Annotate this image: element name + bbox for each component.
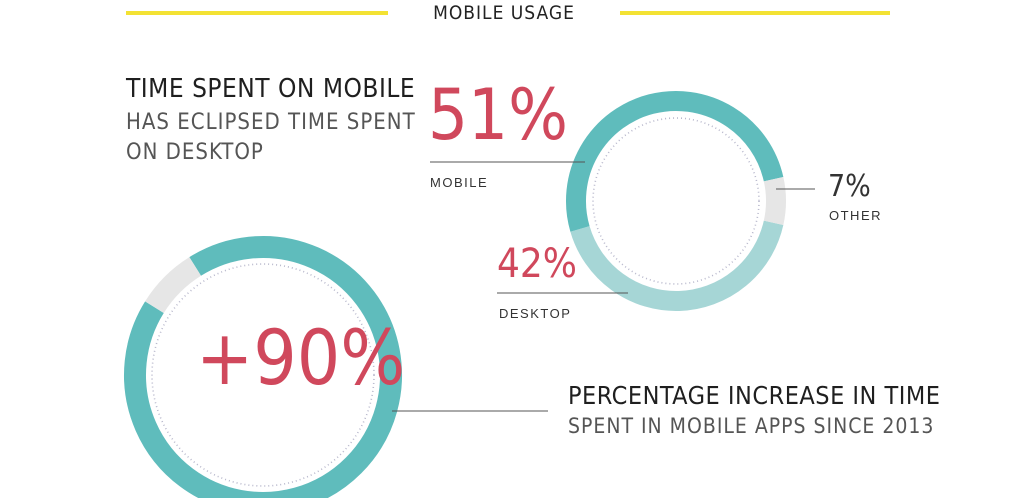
mobile-category-label: MOBILE	[430, 175, 489, 190]
increase-subtitle: SPENT IN MOBILE APPS SINCE 2013	[568, 414, 935, 438]
increase-donut-inner-dots	[151, 263, 375, 487]
increase-ring-remainder	[145, 257, 202, 314]
desktop-category-label: DESKTOP	[499, 306, 572, 321]
other-slice	[763, 177, 786, 225]
desktop-slice	[570, 220, 784, 311]
mobile-donut-inner-dots	[592, 117, 760, 285]
increase-heading: PERCENTAGE INCREASE IN TIME	[568, 381, 941, 410]
page-title: MOBILE USAGE	[433, 2, 575, 24]
other-percent-label: 7%	[828, 169, 871, 204]
desktop-percent-label: 42%	[497, 241, 577, 287]
mobile-slice	[566, 91, 784, 232]
mobile-percent-label: 51%	[428, 74, 568, 156]
increase-percent-label: +90%	[196, 313, 406, 402]
header-rule-left	[126, 11, 388, 15]
header-rule-right	[620, 11, 890, 15]
time-spent-subtitle-line2: ON DESKTOP	[126, 140, 264, 165]
time-spent-subtitle-line1: HAS ECLIPSED TIME SPENT	[126, 110, 416, 135]
time-spent-heading: TIME SPENT ON MOBILE	[126, 74, 416, 104]
other-category-label: OTHER	[829, 208, 882, 223]
increase-ring-fill	[124, 236, 402, 498]
